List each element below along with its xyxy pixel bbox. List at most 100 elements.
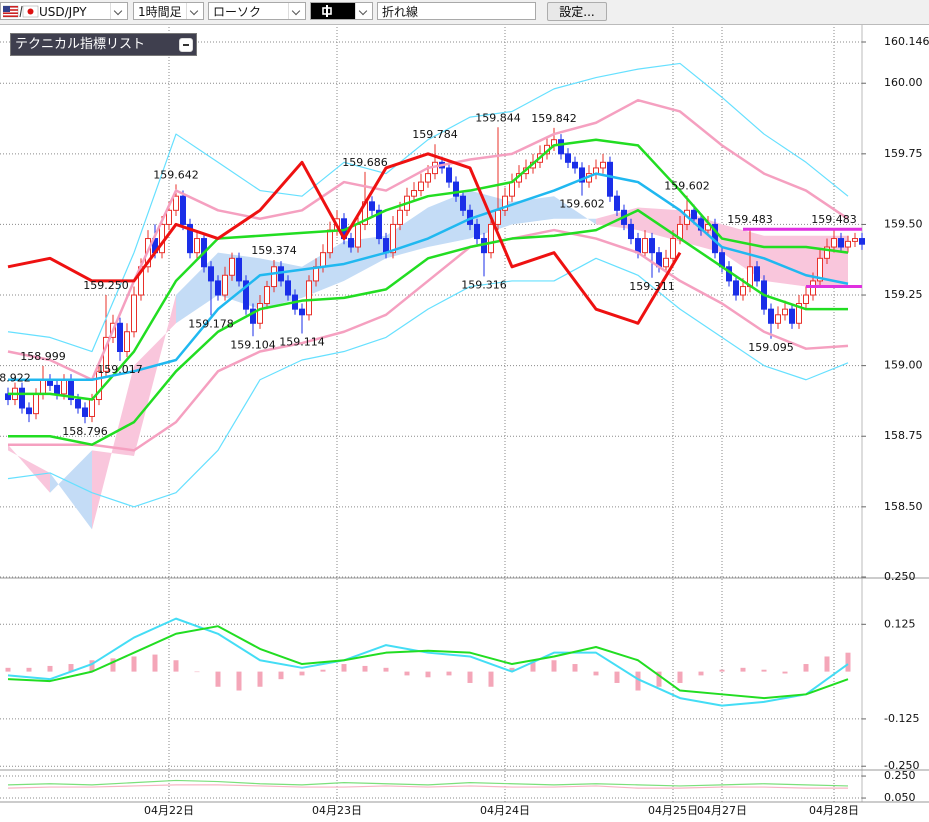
toolbar: USD/JPY 1時間足 ローソク 折れ線 設定... xyxy=(0,0,929,25)
indicator-line xyxy=(7,257,849,508)
candle-body xyxy=(782,308,788,316)
candle-body xyxy=(285,280,291,296)
histogram-bar xyxy=(614,671,620,683)
pair-select[interactable]: USD/JPY xyxy=(0,2,128,20)
price-label: 159.017 xyxy=(97,363,143,376)
candle-body xyxy=(859,238,865,245)
chart-type-select[interactable]: ローソク xyxy=(208,2,306,20)
pair-label: USD/JPY xyxy=(39,5,87,19)
histogram-bar xyxy=(173,660,179,672)
histogram-bar xyxy=(530,662,536,672)
price-label: 158.922 xyxy=(0,372,31,385)
histogram-bar xyxy=(278,671,284,680)
price-label: 159.316 xyxy=(461,278,507,291)
candle-body xyxy=(33,393,39,415)
histogram-bar xyxy=(257,671,263,687)
candle-body xyxy=(243,280,249,310)
histogram-bar xyxy=(593,671,599,676)
y-tick-label: 159.00 xyxy=(884,359,923,372)
candle-body xyxy=(327,229,333,254)
timeframe-select[interactable]: 1時間足 xyxy=(133,2,204,20)
candle-body xyxy=(418,181,424,192)
x-tick-label: 04月23日 xyxy=(312,804,362,817)
candle-body xyxy=(670,238,676,259)
candle-body xyxy=(306,280,312,316)
candle-body xyxy=(614,195,620,211)
settings-button[interactable]: 設定... xyxy=(547,2,607,21)
histogram-bar xyxy=(215,671,221,687)
histogram-bar xyxy=(68,664,74,672)
candle-body xyxy=(635,238,641,254)
indicator-line xyxy=(8,172,849,382)
candle-body xyxy=(348,238,354,248)
candle-body xyxy=(54,384,60,395)
cloud xyxy=(134,295,176,457)
dropdown-arrow xyxy=(110,3,127,19)
histogram-bar xyxy=(446,671,452,676)
candle-body xyxy=(19,387,25,409)
color-icon xyxy=(322,5,332,17)
candle-body xyxy=(488,223,494,254)
candle-body xyxy=(789,308,795,324)
candle-body xyxy=(180,195,186,225)
indicator-line xyxy=(8,209,848,446)
histogram-bar xyxy=(803,664,809,672)
histogram-bar xyxy=(551,660,557,672)
cloud xyxy=(554,196,596,225)
dropdown-arrow xyxy=(355,3,372,19)
color-select[interactable] xyxy=(310,2,373,20)
indicator-panel[interactable]: テクニカル指標リスト xyxy=(10,33,197,56)
price-label: 159.842 xyxy=(531,112,577,125)
candle-body xyxy=(600,161,606,169)
price-label: 159.602 xyxy=(664,180,710,193)
candle-body xyxy=(691,209,697,220)
chart-type-label: ローソク xyxy=(213,5,262,19)
cloud xyxy=(386,207,428,259)
candle-body xyxy=(271,266,277,288)
candle-body xyxy=(215,280,221,296)
cloud xyxy=(50,450,92,530)
histogram-bar xyxy=(299,671,305,676)
price-label: 159.104 xyxy=(230,338,276,351)
candle-body xyxy=(649,238,655,254)
candle-body xyxy=(397,209,403,225)
candle-body xyxy=(572,161,578,169)
y-tick-label: -0.125 xyxy=(884,712,919,725)
histogram-bar xyxy=(404,671,410,676)
collapse-icon[interactable] xyxy=(179,38,193,52)
line-type-label: 折れ線 xyxy=(382,5,419,19)
histogram-bar xyxy=(719,669,725,672)
indicator-line xyxy=(8,228,849,452)
x-tick-label: 04月27日 xyxy=(697,804,747,817)
candle-body xyxy=(852,238,858,242)
indicator-line xyxy=(7,617,849,707)
candle-body xyxy=(131,294,137,333)
y-tick-label: 158.50 xyxy=(884,500,923,513)
price-label: 159.686 xyxy=(342,156,388,169)
candle-body xyxy=(320,252,326,268)
timeframe-label: 1時間足 xyxy=(138,5,182,19)
candle-body xyxy=(40,379,46,395)
candle-body xyxy=(390,223,396,254)
cloud xyxy=(764,235,806,287)
candle-body xyxy=(803,294,809,305)
price-label: 159.844 xyxy=(475,111,521,124)
candle-body xyxy=(222,274,228,296)
y-tick-label: 160.146 xyxy=(884,35,929,48)
price-label: 159.602 xyxy=(559,198,605,211)
y-tick-label: 159.50 xyxy=(884,217,923,230)
y-tick-label: 0.250 xyxy=(884,769,916,782)
candle-body xyxy=(82,407,88,417)
candle-body xyxy=(460,195,466,211)
indicator-line xyxy=(7,784,848,789)
candle-body xyxy=(796,303,802,324)
candle-body xyxy=(558,139,564,155)
dropdown-arrow xyxy=(186,3,203,19)
candle-body xyxy=(411,190,417,197)
y-tick-label: 0.125 xyxy=(884,617,916,630)
line-type-input[interactable]: 折れ線 xyxy=(377,2,536,20)
candle-body xyxy=(173,195,179,211)
indicator-panel-title: テクニカル指標リスト xyxy=(15,37,146,52)
cloud xyxy=(8,444,50,493)
candle-body xyxy=(96,370,102,401)
